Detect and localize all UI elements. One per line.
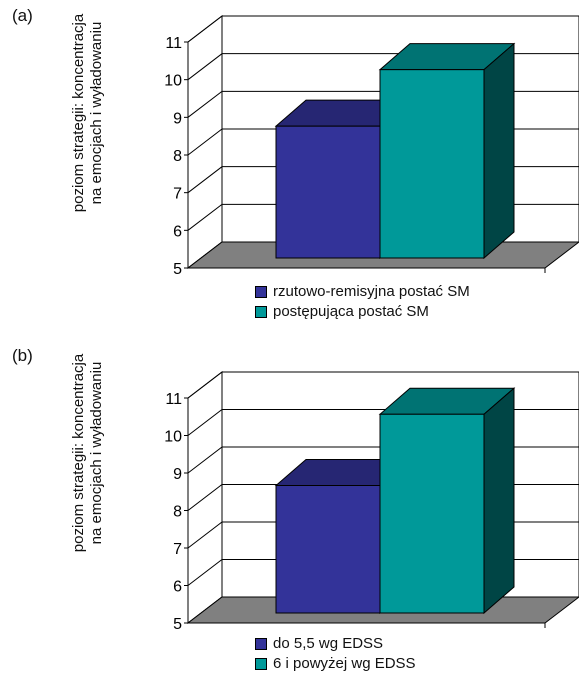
chart-panel-b: (b) poziom strategii: koncentracja na em… bbox=[0, 340, 579, 679]
y-tick-label: 6 bbox=[173, 223, 182, 240]
legend-swatch bbox=[255, 286, 267, 298]
legend: do 5,5 wg EDSS 6 i powyżej wg EDSS bbox=[255, 634, 416, 674]
bar bbox=[379, 413, 485, 614]
legend: rzutowo-remisyjna postać SM postępująca … bbox=[255, 282, 470, 322]
y-tick-label: 6 bbox=[173, 579, 182, 596]
bar bbox=[379, 69, 485, 259]
bar-chart-3d: 5 6 7 8 9 10 11 bbox=[164, 370, 579, 633]
legend-label: do 5,5 wg EDSS bbox=[273, 635, 384, 652]
legend-label: 6 i powyżej wg EDSS bbox=[273, 655, 416, 672]
y-tick-label: 7 bbox=[173, 186, 182, 203]
y-tick-label: 7 bbox=[173, 541, 182, 558]
gridline bbox=[187, 371, 579, 399]
legend-swatch bbox=[255, 658, 267, 670]
y-tick-label: 9 bbox=[173, 466, 182, 483]
legend-swatch bbox=[255, 306, 267, 318]
bar-chart-3d: 5 6 7 8 9 10 11 bbox=[164, 14, 579, 278]
y-tick-label: 9 bbox=[173, 110, 182, 127]
y-tick-label: 11 bbox=[165, 391, 182, 408]
y-tick-label: 5 bbox=[173, 261, 182, 278]
legend-item: do 5,5 wg EDSS bbox=[255, 634, 416, 654]
legend-item: rzutowo-remisyjna postać SM bbox=[255, 282, 470, 302]
y-tick-label: 10 bbox=[164, 429, 182, 446]
y-tick-label: 10 bbox=[164, 73, 182, 90]
panel-label: (a) bbox=[12, 6, 33, 25]
bar bbox=[275, 125, 381, 259]
legend-label: rzutowo-remisyjna postać SM bbox=[273, 283, 470, 300]
gridline bbox=[187, 15, 579, 43]
legend-label: postępująca postać SM bbox=[273, 303, 429, 320]
legend-swatch bbox=[255, 638, 267, 650]
y-tick-label: 5 bbox=[173, 616, 182, 633]
chart-panel-a: (a) poziom strategii: koncentracja na em… bbox=[12, 6, 579, 322]
legend-item: 6 i powyżej wg EDSS bbox=[255, 654, 416, 674]
y-tick-label: 11 bbox=[165, 35, 182, 52]
legend-item: postępująca postać SM bbox=[255, 302, 470, 322]
y-tick-label: 8 bbox=[173, 148, 182, 165]
bar-side bbox=[483, 42, 515, 260]
y-tick-label: 8 bbox=[173, 504, 182, 521]
panel-label: (b) bbox=[12, 346, 33, 365]
bar bbox=[275, 485, 381, 614]
bar-side bbox=[483, 387, 515, 615]
